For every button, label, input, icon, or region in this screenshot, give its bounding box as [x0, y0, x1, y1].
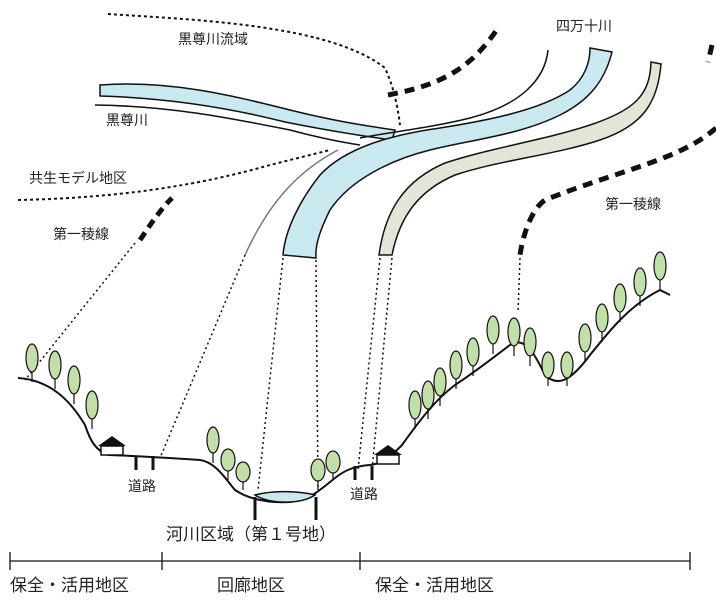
ridge-line-left	[137, 196, 174, 242]
basin-boundary-line	[517, 126, 716, 256]
model-district-label: 共生モデル地区	[29, 171, 127, 187]
zone-right-label: 保全・活用地区	[375, 576, 494, 596]
ridge-left-label: 第一稜線	[53, 227, 109, 243]
house-icon	[98, 436, 126, 456]
basin-boundary-line	[705, 44, 715, 63]
road-left-label: 道路	[128, 479, 156, 495]
basin-boundary-line	[107, 13, 401, 126]
basin-boundary-line	[387, 26, 501, 98]
river-thin-line	[359, 49, 549, 139]
road-right-label: 道路	[350, 487, 378, 503]
kuroson-river-channel	[99, 83, 396, 141]
model-district-boundary	[17, 149, 331, 201]
shimanto-river-channel	[282, 47, 613, 259]
kuroson-river-label: 黒尊川	[106, 113, 148, 129]
road-band	[378, 61, 662, 256]
house-icon	[374, 445, 402, 465]
road-ticks	[134, 456, 374, 480]
zone-left-label: 保全・活用地区	[10, 576, 129, 596]
projection-lines	[24, 242, 521, 491]
basin-label: 黒尊川流域	[178, 32, 248, 48]
kuroson-river-bank	[94, 104, 361, 146]
trees	[25, 251, 667, 490]
shimanto-river-label: 四万十川	[556, 19, 612, 35]
zone-bracket	[9, 552, 691, 570]
valley-edge-left	[244, 149, 339, 256]
section-water	[253, 490, 317, 503]
river-zone-label: 河川区域（第１号地）	[166, 525, 336, 545]
ridge-right-label: 第一稜線	[605, 197, 661, 213]
zone-center-label: 回廊地区	[217, 576, 285, 596]
terrain-profile	[17, 288, 671, 504]
